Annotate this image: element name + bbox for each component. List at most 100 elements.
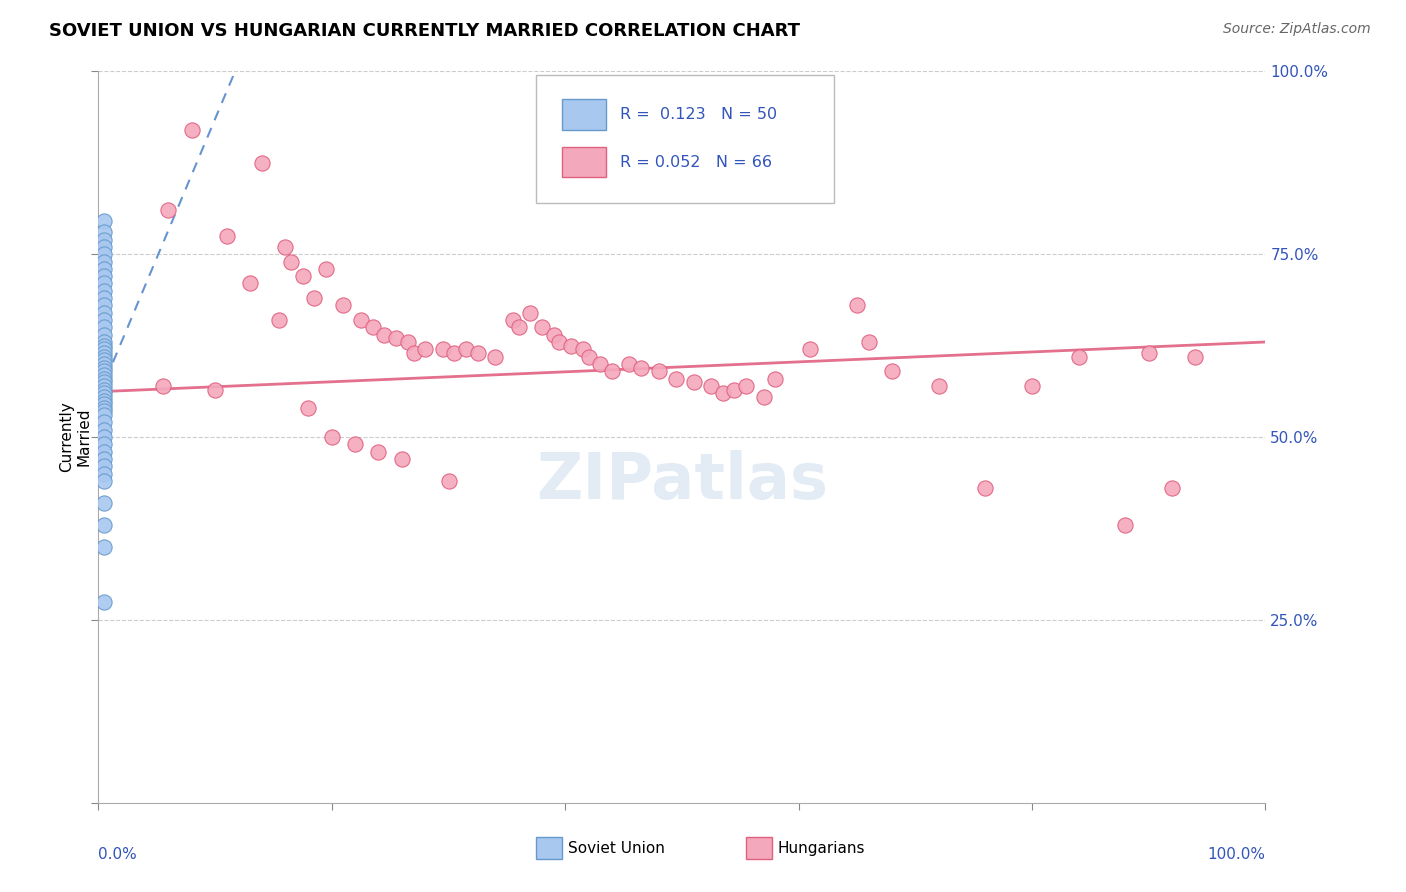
- Point: [93, 444, 115, 458]
- Point: [321, 430, 343, 444]
- Point: [928, 379, 950, 393]
- Point: [93, 360, 115, 375]
- Text: 0.0%: 0.0%: [98, 847, 138, 862]
- Point: [1114, 517, 1136, 532]
- Point: [519, 306, 541, 320]
- Point: [344, 437, 367, 451]
- Point: [93, 269, 115, 284]
- Point: [93, 371, 115, 385]
- Point: [93, 306, 115, 320]
- Point: [180, 123, 202, 137]
- Point: [93, 343, 115, 357]
- Point: [846, 298, 869, 312]
- Point: [1137, 346, 1160, 360]
- Text: R = 0.052   N = 66: R = 0.052 N = 66: [620, 155, 772, 170]
- Point: [239, 277, 262, 291]
- Point: [484, 350, 506, 364]
- Point: [589, 357, 612, 371]
- Point: [93, 233, 115, 247]
- Point: [682, 376, 704, 390]
- Point: [93, 277, 115, 291]
- Point: [373, 327, 395, 342]
- Point: [280, 254, 302, 268]
- Point: [93, 386, 115, 401]
- Text: R =  0.123   N = 50: R = 0.123 N = 50: [620, 107, 778, 122]
- Point: [763, 371, 786, 385]
- Point: [93, 540, 115, 554]
- Point: [723, 383, 745, 397]
- Point: [93, 459, 115, 474]
- Point: [315, 261, 337, 276]
- Point: [93, 225, 115, 239]
- Point: [93, 247, 115, 261]
- Point: [93, 430, 115, 444]
- Point: [93, 261, 115, 276]
- Point: [215, 228, 238, 243]
- Point: [571, 343, 593, 357]
- Point: [543, 327, 565, 342]
- Point: [93, 214, 115, 228]
- Point: [152, 379, 174, 393]
- Point: [93, 379, 115, 393]
- Text: ZIPatlas: ZIPatlas: [536, 450, 828, 512]
- Bar: [562, 146, 606, 178]
- Point: [367, 444, 389, 458]
- Point: [880, 364, 903, 378]
- Point: [711, 386, 734, 401]
- Point: [443, 346, 465, 360]
- FancyBboxPatch shape: [536, 75, 834, 203]
- Point: [93, 353, 115, 368]
- Point: [250, 156, 273, 170]
- Point: [502, 313, 524, 327]
- Text: SOVIET UNION VS HUNGARIAN CURRENTLY MARRIED CORRELATION CHART: SOVIET UNION VS HUNGARIAN CURRENTLY MARR…: [49, 22, 800, 40]
- Point: [157, 203, 180, 218]
- Text: 100.0%: 100.0%: [1208, 847, 1265, 862]
- Point: [93, 467, 115, 481]
- Point: [93, 357, 115, 371]
- Point: [291, 269, 314, 284]
- Point: [93, 474, 115, 488]
- Point: [1184, 350, 1206, 364]
- Text: Source: ZipAtlas.com: Source: ZipAtlas.com: [1223, 22, 1371, 37]
- Point: [396, 334, 419, 349]
- Point: [93, 284, 115, 298]
- Point: [93, 423, 115, 437]
- Point: [93, 338, 115, 352]
- Bar: [562, 99, 606, 130]
- Point: [93, 240, 115, 254]
- Point: [630, 360, 652, 375]
- Point: [93, 452, 115, 467]
- Point: [93, 364, 115, 378]
- Point: [391, 452, 413, 467]
- Point: [530, 320, 553, 334]
- Point: [361, 320, 384, 334]
- Y-axis label: Currently
Married: Currently Married: [59, 401, 91, 473]
- Point: [204, 383, 226, 397]
- Point: [735, 379, 758, 393]
- Point: [93, 298, 115, 312]
- Text: Hungarians: Hungarians: [778, 840, 865, 855]
- Point: [578, 350, 600, 364]
- Text: Soviet Union: Soviet Union: [568, 840, 665, 855]
- Point: [93, 517, 115, 532]
- Point: [93, 320, 115, 334]
- Point: [385, 331, 408, 345]
- Point: [619, 357, 641, 371]
- Point: [93, 437, 115, 451]
- Point: [600, 364, 623, 378]
- Point: [1021, 379, 1043, 393]
- Point: [402, 346, 425, 360]
- Point: [508, 320, 530, 334]
- Point: [297, 401, 319, 415]
- Point: [93, 254, 115, 268]
- Point: [350, 313, 373, 327]
- Bar: [747, 838, 772, 859]
- Point: [93, 346, 115, 360]
- Point: [93, 393, 115, 408]
- Point: [467, 346, 489, 360]
- Point: [93, 368, 115, 382]
- Point: [93, 408, 115, 422]
- Point: [93, 291, 115, 305]
- Point: [93, 594, 115, 608]
- Point: [93, 416, 115, 430]
